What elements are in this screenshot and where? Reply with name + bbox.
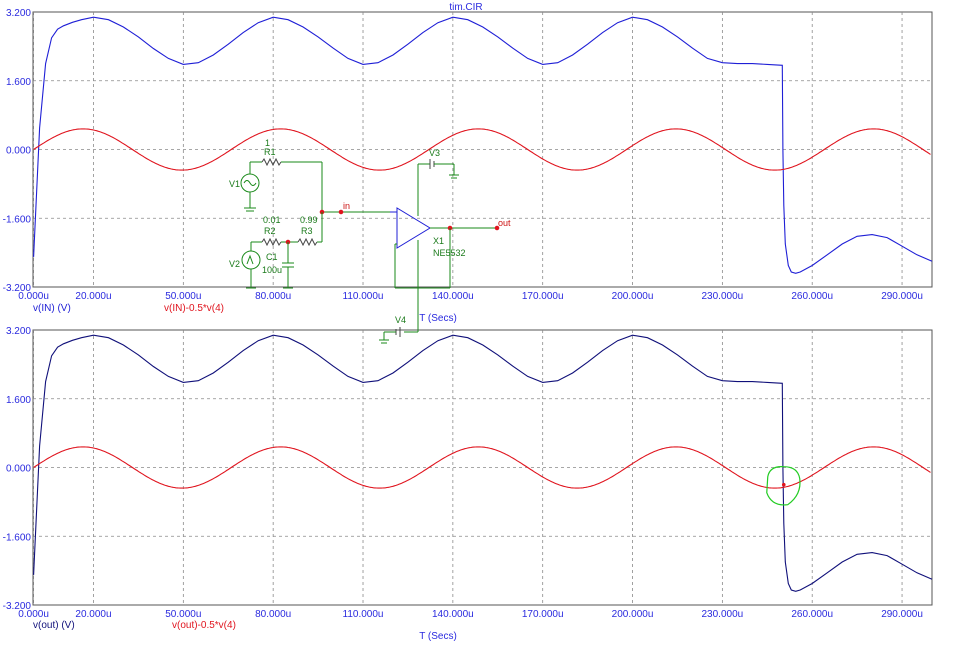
y-tick-label: -1.600 bbox=[3, 214, 32, 225]
series-line-0 bbox=[33, 16, 933, 274]
x-tick-label: 290.000u bbox=[881, 291, 923, 302]
y-tick-label: 3.200 bbox=[6, 326, 31, 337]
y-tick-label: -1.600 bbox=[3, 532, 32, 543]
x1-label: X1 bbox=[433, 236, 444, 246]
node-in-label: in bbox=[343, 201, 350, 211]
r2-label: R2 bbox=[264, 226, 276, 236]
x-tick-label: 200.000u bbox=[612, 291, 654, 302]
x-tick-label: 50.000u bbox=[165, 609, 201, 620]
x-tick-label: 230.000u bbox=[702, 291, 744, 302]
bottom-plot-series bbox=[33, 334, 933, 592]
x1-part-label: NE5532 bbox=[433, 248, 466, 258]
top-plot[interactable]: 3.200 1.600 0.000 -1.600 -3.200 0.000u 20.000… bbox=[3, 8, 933, 324]
window-title: tim.CIR bbox=[449, 2, 482, 13]
y-tick-label: 3.200 bbox=[6, 8, 31, 19]
bottom-plot-grid bbox=[33, 330, 932, 605]
top-legend-vin-expr[interactable]: v(IN)-0.5*v(4) bbox=[164, 303, 224, 314]
r1-resistor[interactable] bbox=[261, 157, 282, 167]
y-tick-label: 0.000 bbox=[6, 146, 31, 157]
marker-point bbox=[781, 482, 786, 487]
r3-value-label: 0.99 bbox=[300, 215, 318, 225]
x-tick-label: 170.000u bbox=[522, 609, 564, 620]
bottom-legend-vout-expr[interactable]: v(out)-0.5*v(4) bbox=[172, 620, 236, 631]
bottom-legend-vout[interactable]: v(out) (V) bbox=[33, 620, 75, 631]
r2-resistor[interactable] bbox=[261, 237, 282, 247]
v1-label: V1 bbox=[229, 179, 240, 189]
x-tick-label: 290.000u bbox=[881, 609, 923, 620]
series-line-0 bbox=[33, 334, 933, 592]
y-tick-label: -3.200 bbox=[3, 283, 32, 294]
top-plot-x-tick-labels: 0.000u 20.000u 50.000u 80.000u 110.000u 140.0… bbox=[18, 291, 923, 302]
node-in-dot bbox=[338, 209, 344, 215]
series-line-1 bbox=[33, 128, 931, 171]
x-tick-label: 20.000u bbox=[75, 291, 111, 302]
y-tick-label: 1.600 bbox=[6, 77, 31, 88]
bottom-plot-x-tick-labels: 0.000u 20.000u 50.000u 80.000u 110.000u 140.0… bbox=[18, 609, 923, 620]
c1-value-label: 100u bbox=[262, 265, 282, 275]
x-tick-label: 260.000u bbox=[791, 291, 833, 302]
bottom-x-axis-label: T (Secs) bbox=[419, 631, 457, 642]
x1-opamp[interactable] bbox=[396, 207, 431, 249]
r1-number-label: 1 bbox=[265, 138, 270, 148]
c1-label: C1 bbox=[266, 252, 278, 262]
x-tick-label: 0.000u bbox=[18, 609, 49, 620]
bottom-plot-y-tick-labels: 3.200 1.600 0.000 -1.600 -3.200 bbox=[3, 326, 32, 612]
x-tick-label: 140.000u bbox=[432, 291, 474, 302]
x-tick-label: 110.000u bbox=[343, 291, 384, 302]
y-tick-label: -3.200 bbox=[3, 601, 32, 612]
x-tick-label: 140.000u bbox=[432, 609, 474, 620]
top-legend-vin[interactable]: v(IN) (V) bbox=[33, 303, 71, 314]
top-plot-series bbox=[33, 16, 933, 274]
x-tick-label: 260.000u bbox=[791, 609, 833, 620]
v1-sine-icon bbox=[243, 180, 257, 186]
x-tick-label: 80.000u bbox=[255, 609, 291, 620]
r2-value-label: 0.01 bbox=[263, 215, 281, 225]
v2-step-icon bbox=[246, 254, 254, 265]
x-tick-label: 20.000u bbox=[75, 609, 111, 620]
x-tick-label: 110.000u bbox=[343, 609, 384, 620]
x-tick-label: 230.000u bbox=[702, 609, 744, 620]
top-x-axis-label: T (Secs) bbox=[419, 313, 457, 324]
cursor-marker[interactable] bbox=[766, 466, 801, 506]
x-tick-label: 0.000u bbox=[18, 291, 49, 302]
r3-label: R3 bbox=[301, 226, 313, 236]
x-tick-label: 80.000u bbox=[255, 291, 291, 302]
v4-label: V4 bbox=[395, 315, 406, 325]
x-tick-label: 50.000u bbox=[165, 291, 201, 302]
r3-resistor[interactable] bbox=[297, 237, 318, 247]
bottom-plot[interactable]: 3.200 1.600 0.000 -1.600 -3.200 0.000u 20.000… bbox=[3, 326, 933, 642]
v2-label: V2 bbox=[229, 259, 240, 269]
r1-label: R1 bbox=[264, 147, 276, 157]
bottom-plot-annotations bbox=[766, 466, 801, 506]
top-plot-y-tick-labels: 3.200 1.600 0.000 -1.600 -3.200 bbox=[3, 8, 32, 294]
x-tick-label: 200.000u bbox=[612, 609, 654, 620]
y-tick-label: 0.000 bbox=[6, 464, 31, 475]
top-plot-grid bbox=[33, 12, 932, 287]
series-line-1 bbox=[33, 446, 931, 489]
circuit-schematic[interactable]: 1 R1 V1 0.01 R2 0.99 R3 C1 100u V2 in V3… bbox=[229, 138, 511, 344]
node-out-label: out bbox=[498, 218, 511, 228]
v3-label: V3 bbox=[429, 148, 440, 158]
node-out-dot bbox=[494, 225, 500, 231]
x-tick-label: 170.000u bbox=[522, 291, 564, 302]
y-tick-label: 1.600 bbox=[6, 395, 31, 406]
